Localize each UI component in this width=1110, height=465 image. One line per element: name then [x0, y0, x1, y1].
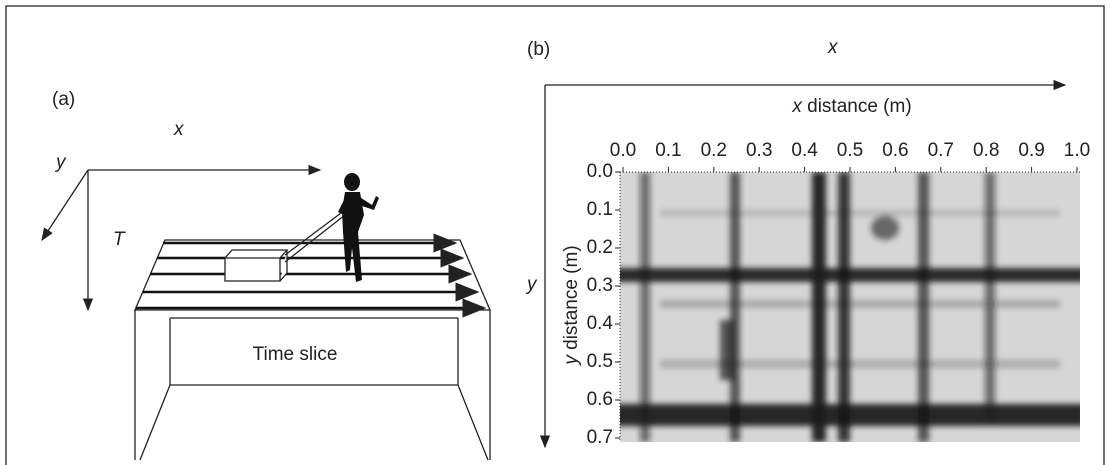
axis-label: y [525, 274, 538, 295]
y-axis-title: y distance (m) [561, 245, 582, 366]
radar-antenna [225, 250, 287, 281]
y-tick-label: 0.7 [587, 427, 613, 448]
tow-rope [285, 210, 345, 262]
volume-box [135, 310, 490, 460]
panel-a: (a) x y T Time slice [42, 89, 490, 460]
x-tick-label: 0.4 [791, 140, 818, 161]
panel-label: (b) [527, 39, 550, 60]
axis-variable: y [561, 354, 582, 367]
x-tick-label: 0.2 [701, 140, 727, 161]
axis-label: x [173, 119, 185, 140]
y-tick-label: 0.1 [587, 199, 613, 220]
y-tick-label: 0.5 [587, 351, 613, 372]
x-tick-label: 0.9 [1018, 140, 1044, 161]
x-tick-label: 0.8 [973, 140, 999, 161]
panel-label: (a) [52, 89, 75, 110]
x-tick-label: 0.1 [655, 140, 681, 161]
x-axis-title: x distance (m) [791, 96, 911, 117]
x-tick-label: 1.0 [1064, 140, 1090, 161]
time-slice-image [615, 172, 1085, 442]
axis-arrow [42, 170, 88, 240]
slice-label: Time slice [253, 344, 338, 365]
axis-variable: x [791, 96, 803, 117]
y-tick-label: 0.2 [587, 237, 613, 258]
x-tick-label: 0.3 [746, 140, 772, 161]
y-tick-label: 0.0 [587, 161, 613, 182]
axis-text: distance (m) [561, 245, 582, 350]
x-tick-label: 0.7 [928, 140, 954, 161]
y-tick-label: 0.4 [587, 313, 614, 334]
x-tick-label: 0.5 [837, 140, 863, 161]
axis-label: x [827, 37, 839, 58]
axis-label: y [54, 152, 67, 173]
figure: (a) x y T Time slice (b) x y x distance … [0, 0, 1110, 465]
axis-text: distance (m) [807, 96, 912, 117]
axis-label: T [113, 229, 126, 250]
x-tick-label: 0.0 [610, 140, 636, 161]
y-tick-label: 0.3 [587, 275, 613, 296]
y-tick-label: 0.6 [587, 389, 613, 410]
person [338, 173, 379, 282]
panel-b: (b) x y x distance (m) y distance (m) [525, 37, 1090, 448]
x-tick-label: 0.6 [882, 140, 908, 161]
